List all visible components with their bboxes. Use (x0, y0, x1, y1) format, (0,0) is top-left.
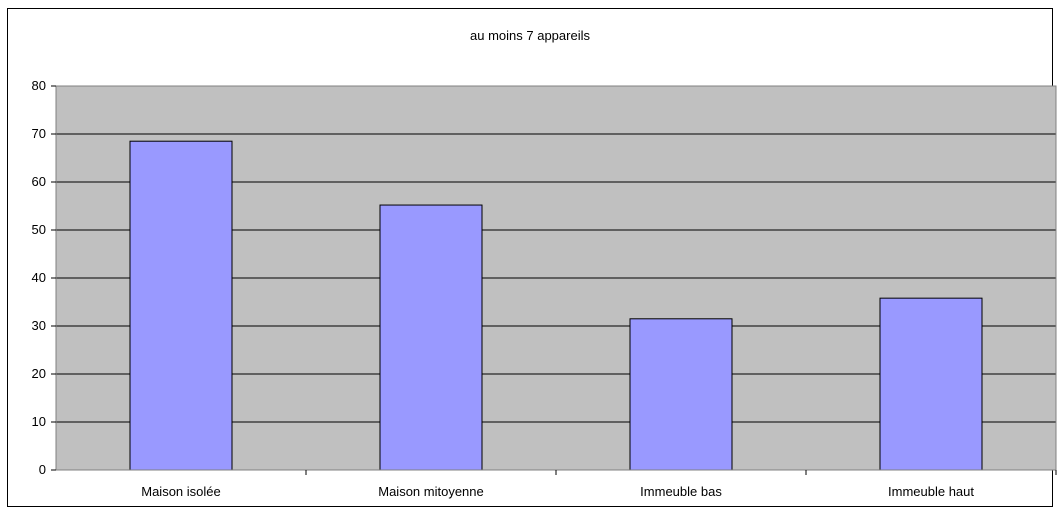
y-tick-label: 80 (32, 78, 46, 93)
bar-1 (129, 140, 233, 471)
bar-3 (629, 318, 733, 471)
y-tick-label: 60 (32, 174, 46, 189)
y-tick-label: 30 (32, 318, 46, 333)
x-axis-ticks: Maison isolée Maison mitoyenne Immeuble ba… (141, 470, 1057, 499)
y-tick-label: 50 (32, 222, 46, 237)
y-tick-label: 70 (32, 126, 46, 141)
y-tick-label: 40 (32, 270, 46, 285)
y-tick-label: 0 (39, 462, 46, 477)
x-tick-label: Immeuble bas (640, 484, 722, 499)
y-tick-label: 10 (32, 414, 46, 429)
bar-2 (379, 204, 483, 471)
x-tick-label: Immeuble haut (888, 484, 974, 499)
x-tick-label: Maison mitoyenne (378, 484, 484, 499)
chart-title: au moins 7 appareils (470, 28, 590, 43)
bars (129, 140, 983, 471)
x-tick-label: Maison isolée (141, 484, 221, 499)
y-axis-ticks: 0 10 20 30 40 50 60 70 80 (32, 78, 56, 477)
bar-4 (879, 297, 983, 471)
y-tick-label: 20 (32, 366, 46, 381)
